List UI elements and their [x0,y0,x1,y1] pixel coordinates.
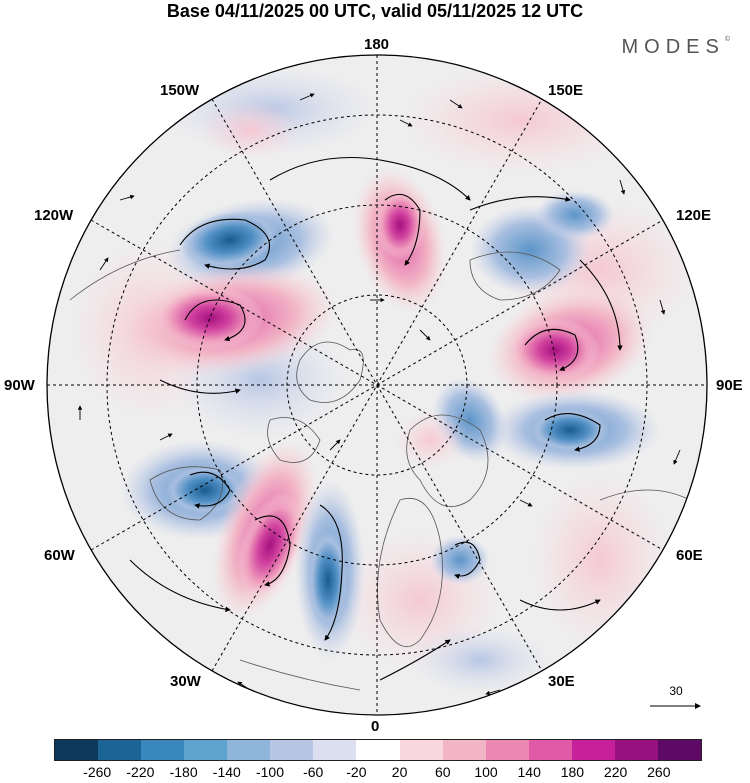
colorbar-segment [657,740,701,760]
lon-label-120w: 120W [34,207,74,224]
coastlines [69,249,691,691]
colorbar-segment [55,740,99,760]
colorbar-tick-label: -220 [126,764,155,780]
colorbar-segment [614,740,658,760]
streamlines [129,156,623,681]
lon-label-30e: 30E [548,673,575,690]
lon-label-150w: 150W [160,82,200,99]
copyright-mark: © [724,36,730,43]
colorbar-segment [141,740,185,760]
lon-label-60e: 60E [676,547,703,564]
colorbar-segment [528,740,572,760]
colorbar-tick-label: 20 [391,764,408,780]
colorbar-segment [399,740,443,760]
reference-arrow [650,703,701,709]
brand-name: MODES [621,36,725,58]
map-title: Base 04/11/2025 00 UTC, valid 05/11/2025… [166,1,584,21]
colorbar-tick-label: -100 [255,764,285,780]
colorbar-tick-label: -60 [303,764,324,780]
colorbar-tick-label: 260 [647,764,671,780]
graticule [47,55,707,715]
colorbar-segment [98,740,142,760]
colorbar-segment [227,740,271,760]
colorbar-tick-label: -260 [83,764,112,780]
colorbar-labels: -260 -220 -180 -140 -100 -60 -20 20 60 100 140 180 2… [54,764,702,782]
colorbar [54,739,702,761]
lon-label-120e: 120E [676,207,712,224]
polar-stereographic-map [46,54,708,716]
lon-label-0: 0 [371,718,380,735]
colorbar-segment [571,740,615,760]
lon-label-90e: 90E [716,377,743,394]
lon-label-180: 180 [364,36,390,53]
lon-label-90w: 90W [4,377,35,394]
colorbar-tick-label: 140 [517,764,541,780]
colorbar-tick-label: -20 [346,764,367,780]
colorbar-segment [313,740,357,760]
colorbar-tick-label: 100 [474,764,498,780]
reference-vector-label: 30 [669,684,683,698]
colorbar-tick-label: 60 [435,764,451,780]
colorbar-tick-label: -180 [169,764,198,780]
lon-label-150e: 150E [548,82,584,99]
brand-logo: MODES© [621,36,730,59]
colorbar-segment [356,740,400,760]
colorbar-tick-label: -140 [212,764,241,780]
anomaly-field [47,55,707,715]
colorbar-tick-label: 220 [603,764,628,780]
map-boundary [46,54,708,716]
reference-vector: 30 [648,684,704,714]
colorbar-segment [485,740,529,760]
colorbar-segment [442,740,486,760]
lon-label-60w: 60W [44,547,75,564]
colorbar-segment [184,740,228,760]
colorbar-segment [270,740,314,760]
lon-label-30w: 30W [170,673,201,690]
colorbar-tick-label: 180 [560,764,585,780]
